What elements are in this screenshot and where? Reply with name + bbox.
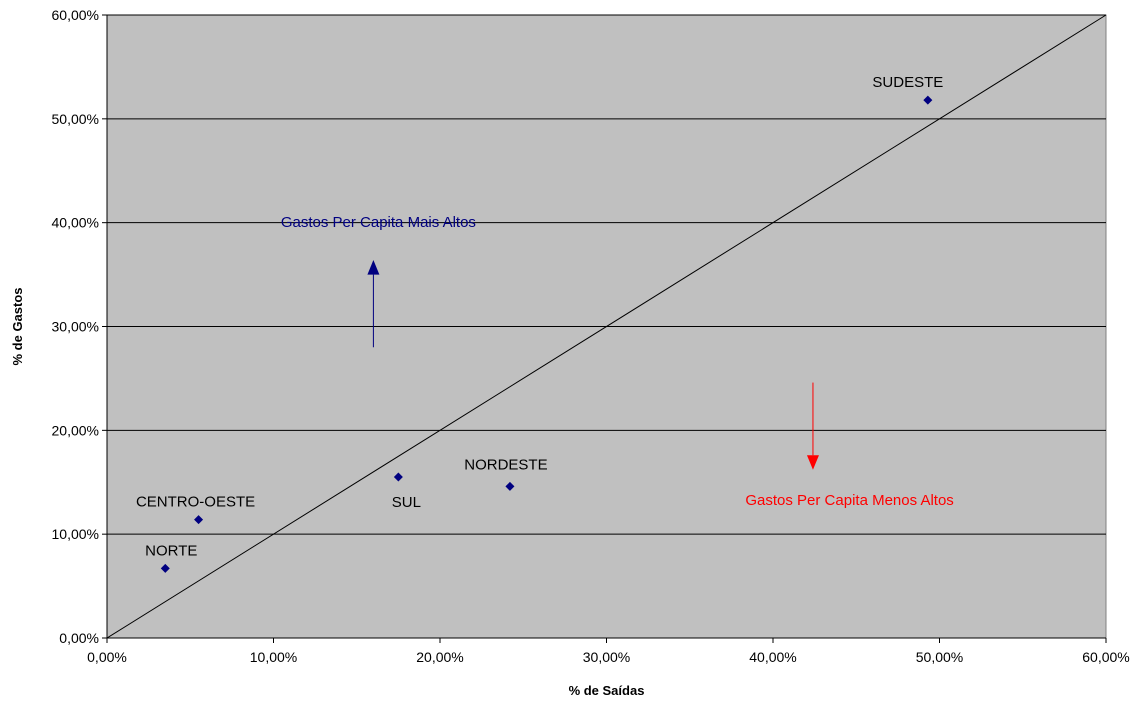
point-label: SUDESTE [872,74,943,91]
annotation-higher-spending: Gastos Per Capita Mais Altos [281,214,476,231]
point-label: NORDESTE [464,456,547,473]
x-tick-label: 30,00% [583,649,630,665]
x-tick-labels: 0,00% 10,00% 20,00% 30,00% 40,00% 50,00% 60,00… [87,638,1130,665]
y-tick-label: 50,00% [52,111,99,127]
point-label: SUL [392,494,421,511]
data-points: NORTE CENTRO-OESTE SUL NORDESTE SUDESTE [136,74,943,573]
annotations: Gastos Per Capita Mais Altos Gastos Per C… [281,214,954,509]
x-tick-label: 20,00% [416,649,463,665]
arrow-down-head [806,455,819,470]
data-point [194,515,204,525]
point-label: CENTRO-OESTE [136,494,255,511]
x-tick-label: 10,00% [250,649,297,665]
y-tick-label: 60,00% [52,7,99,23]
y-axis-title: % de Gastos [10,287,25,365]
x-axis-title: % de Saídas [569,683,645,698]
annotation-lower-spending: Gastos Per Capita Menos Altos [745,492,953,509]
x-tick-label: 60,00% [1082,649,1129,665]
x-tick-label: 50,00% [916,649,963,665]
y-tick-label: 20,00% [52,422,99,438]
data-point [393,472,403,482]
x-tick-label: 0,00% [87,649,127,665]
y-tick-label: 30,00% [52,319,99,335]
y-tick-labels: 0,00% 10,00% 20,00% 30,00% 40,00% 50,00% 60,00… [52,7,107,646]
y-tick-label: 10,00% [52,526,99,542]
y-tick-label: 40,00% [52,215,99,231]
data-point [923,95,933,105]
reference-diagonal-line [106,14,1107,639]
x-tick-label: 40,00% [749,649,796,665]
y-tick-label: 0,00% [59,630,99,646]
data-point [160,563,170,573]
data-point [505,481,515,491]
point-label: NORTE [145,542,197,559]
arrow-up-head [367,260,380,275]
